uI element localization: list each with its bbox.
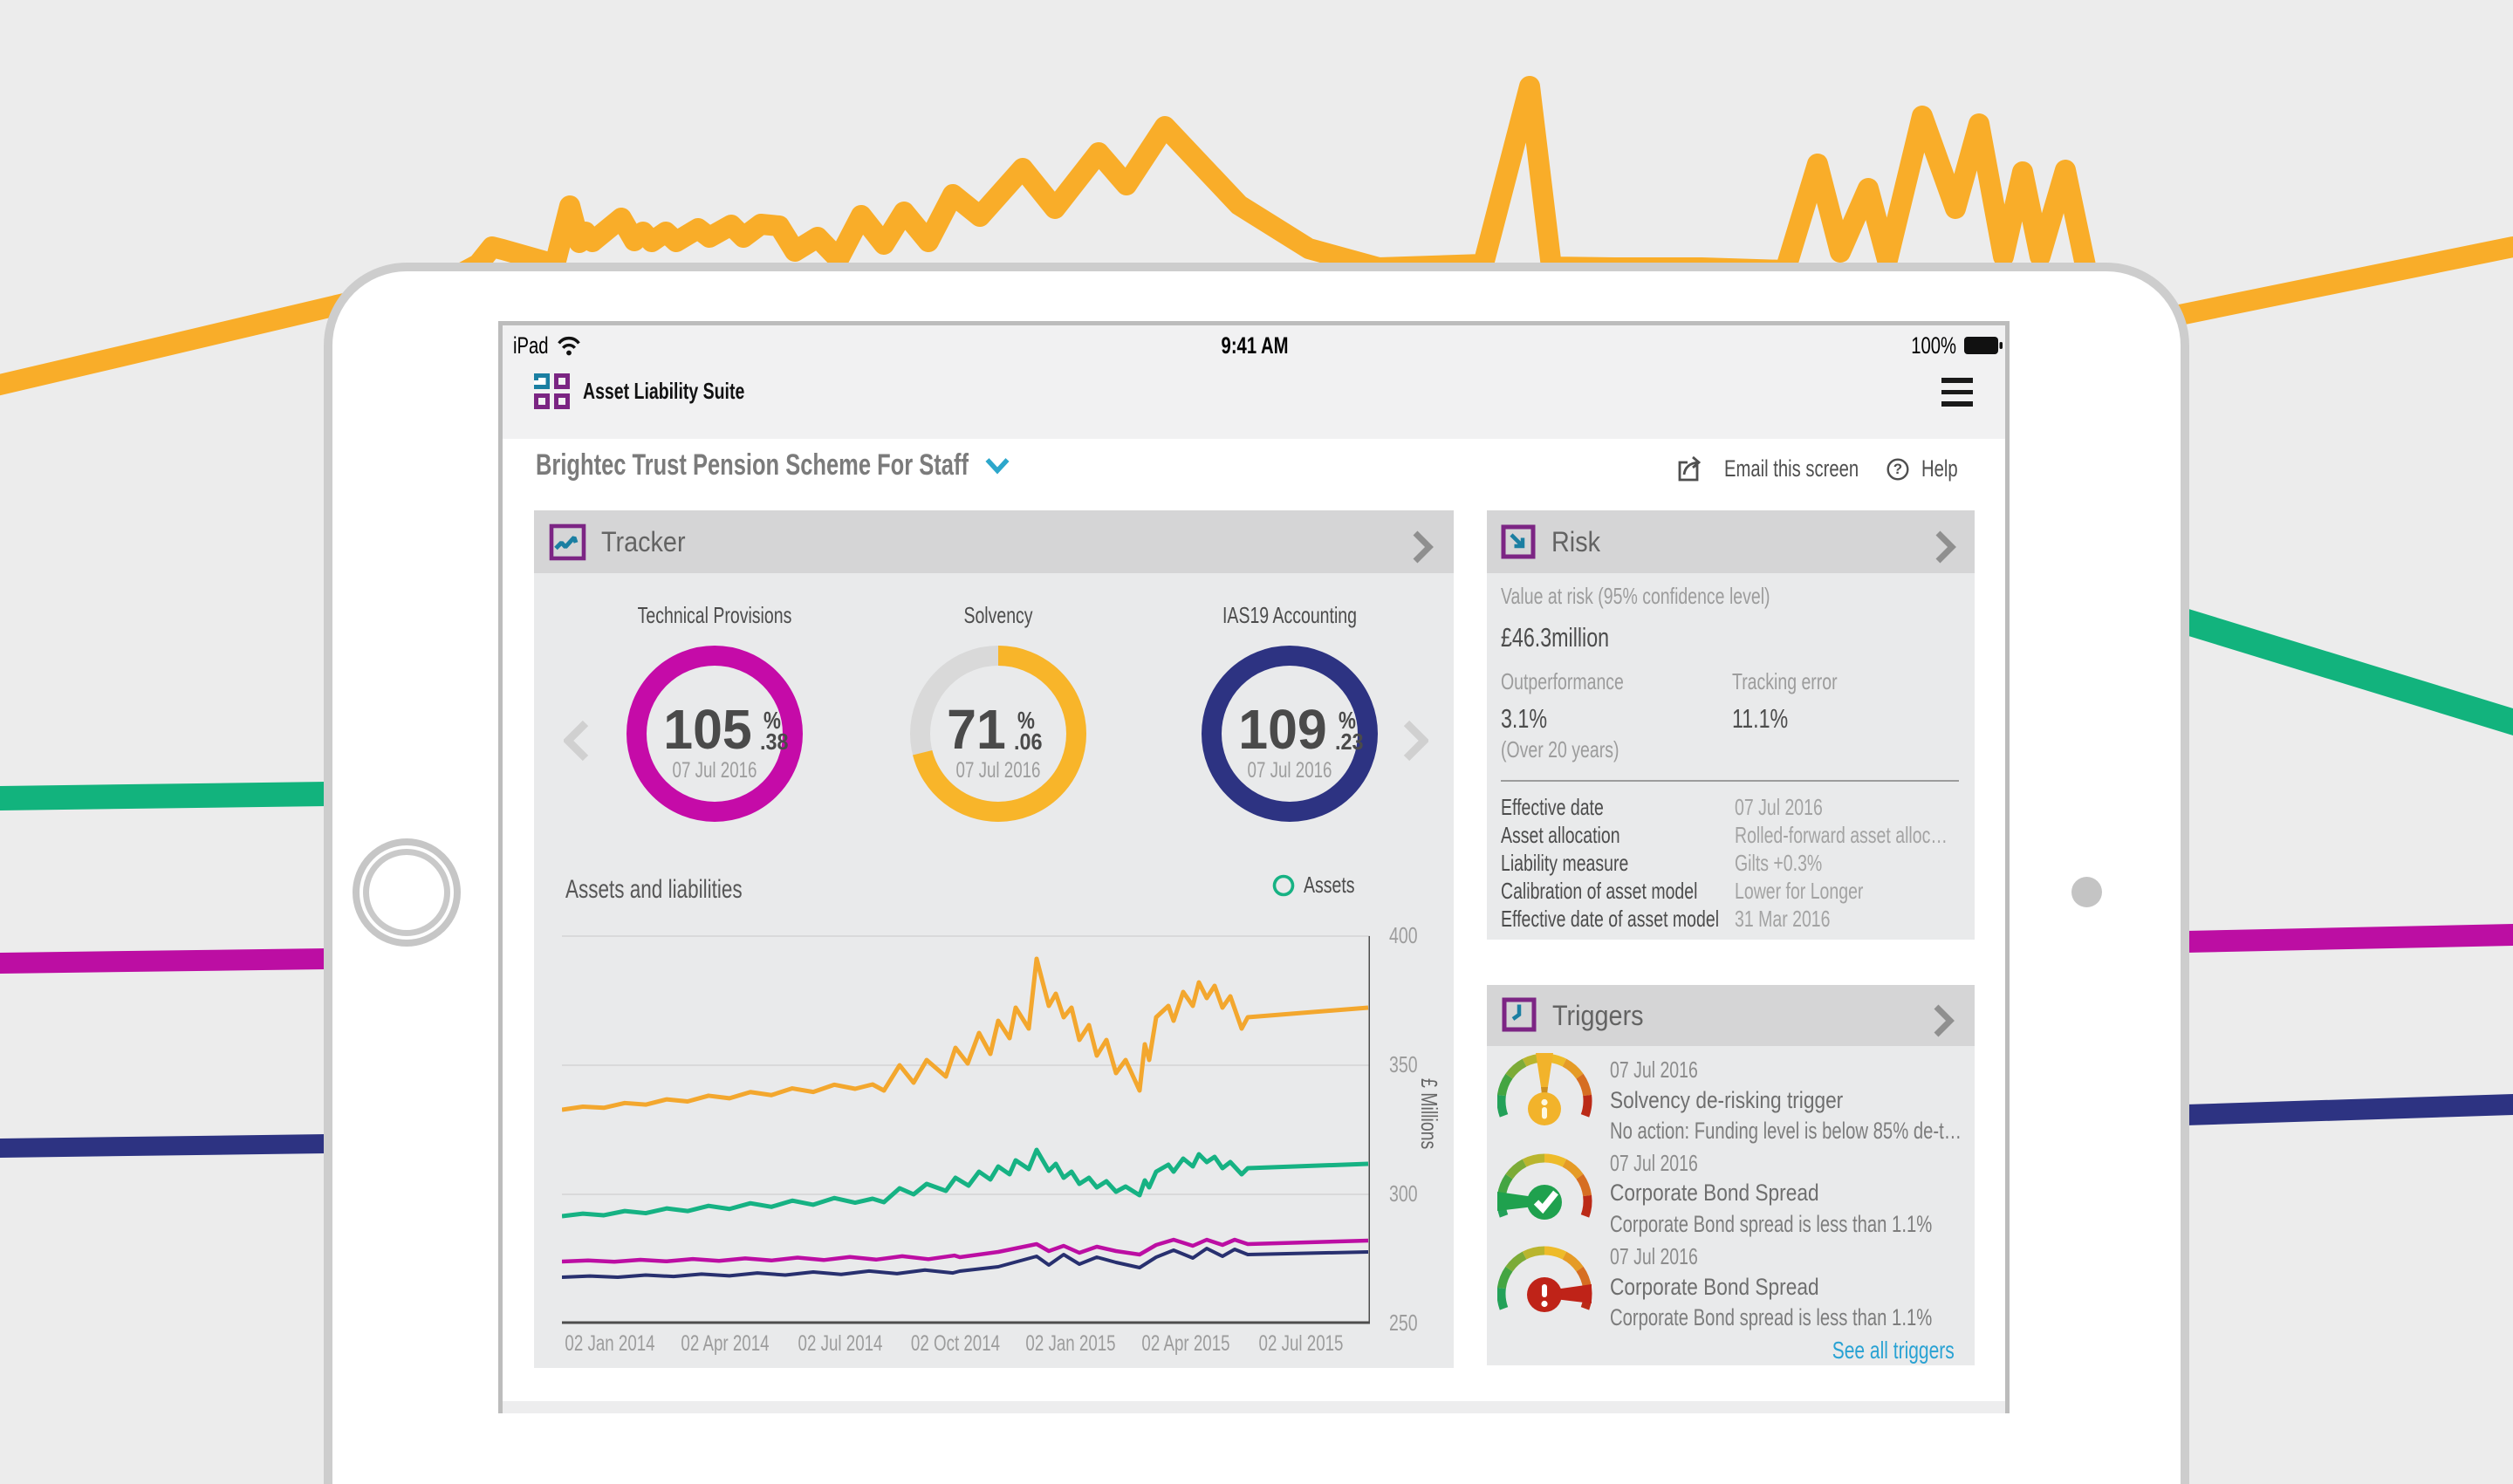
svg-text:?: ? <box>1893 461 1902 477</box>
